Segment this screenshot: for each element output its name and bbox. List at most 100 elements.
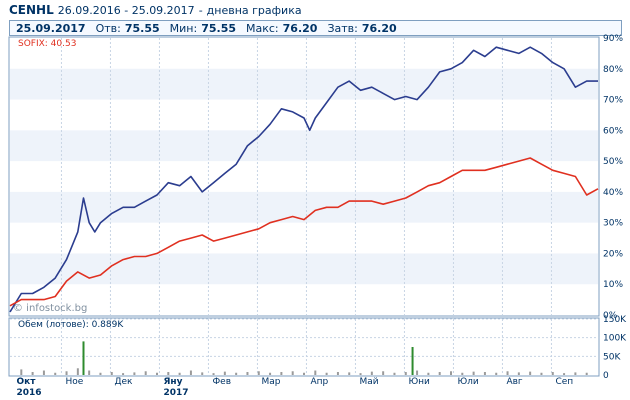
volume-bar bbox=[133, 372, 136, 375]
watermark: © infostock.bg bbox=[13, 303, 87, 314]
volume-bar bbox=[269, 372, 272, 375]
title-separator: - bbox=[198, 3, 203, 17]
high-value: 76.20 bbox=[282, 21, 318, 35]
month-tick-label: Мар bbox=[261, 377, 280, 387]
volume-bar bbox=[472, 371, 475, 375]
volume-bar bbox=[42, 370, 45, 375]
x-axis-ticks: Окт Ное Дек Яну Фев Мар Апр Май Юни Юли Авг Сеп 2016… bbox=[16, 377, 573, 398]
volume-bar bbox=[82, 341, 85, 375]
close-label: Затв: bbox=[327, 21, 358, 35]
volume-bar bbox=[303, 372, 305, 375]
y-tick-label: 20% bbox=[603, 249, 623, 259]
volume-bar bbox=[167, 372, 170, 375]
grid-band bbox=[10, 68, 598, 100]
volume-bar bbox=[88, 370, 91, 375]
volume-bar bbox=[65, 371, 68, 375]
month-tick-label: Юни bbox=[408, 377, 430, 387]
year-tick-label: 2017 bbox=[163, 388, 188, 398]
y-tick-label: 60% bbox=[603, 126, 623, 136]
month-tick-label: Дек bbox=[114, 377, 133, 387]
y-tick-label: 10% bbox=[603, 280, 623, 290]
period-range: 26.09.2016 - 25.09.2017 bbox=[57, 3, 195, 17]
month-tick-label: Фев bbox=[212, 377, 231, 387]
volume-bar bbox=[189, 370, 192, 375]
main-panel-frame bbox=[8, 36, 600, 317]
volume-bar bbox=[382, 371, 385, 375]
y-tick-label: 0% bbox=[603, 311, 618, 321]
title-bar: CENHL 26.09.2016 - 25.09.2017 - дневна г… bbox=[0, 0, 630, 20]
volume-bar bbox=[99, 372, 102, 375]
volume-bar bbox=[76, 368, 79, 375]
volume-bar bbox=[483, 372, 486, 375]
volume-bar bbox=[495, 372, 498, 375]
volume-bar bbox=[506, 371, 509, 375]
volume-bar bbox=[411, 347, 414, 375]
volume-bar bbox=[110, 372, 113, 375]
volume-bar bbox=[461, 372, 464, 375]
close-value: 76.20 bbox=[361, 21, 397, 35]
month-tick-label: Май bbox=[359, 377, 378, 387]
volume-bar bbox=[201, 372, 204, 375]
y-tick-label: 80% bbox=[603, 65, 623, 75]
y-tick-label: 30% bbox=[603, 219, 623, 229]
main-panel-bands bbox=[10, 68, 598, 285]
volume-bar bbox=[280, 372, 283, 375]
volume-bar bbox=[144, 371, 147, 375]
chart-kind: дневна графика bbox=[206, 3, 302, 17]
month-tick-label: Окт bbox=[16, 377, 36, 387]
volume-bar bbox=[517, 372, 520, 375]
volume-tick-label: 0 bbox=[603, 371, 609, 381]
grid-band bbox=[10, 191, 598, 223]
volume-bar bbox=[257, 371, 260, 375]
sofix-legend: SOFIX: 40.53 bbox=[18, 39, 76, 49]
low-value: 75.55 bbox=[201, 21, 236, 35]
y-axis-ticks: 0% 10% 20% 30% 40% 50% 60% 70% 80% 90% bbox=[603, 34, 623, 321]
open-label: Отв: bbox=[95, 21, 121, 35]
volume-tick-label: 50K bbox=[603, 352, 621, 362]
volume-bar bbox=[223, 371, 226, 375]
volume-panel-frame bbox=[8, 317, 600, 377]
y-tick-label: 70% bbox=[603, 96, 623, 106]
volume-bar bbox=[212, 373, 215, 375]
month-tick-label: Яну bbox=[163, 377, 182, 387]
grid-band bbox=[10, 130, 598, 162]
volume-bar bbox=[325, 372, 328, 375]
y-tick-label: 90% bbox=[603, 34, 623, 44]
volume-panel-grid bbox=[10, 318, 598, 375]
volume-bar bbox=[359, 373, 362, 375]
volume-bar bbox=[246, 372, 249, 375]
volume-label: Обем (лотове): 0.889K bbox=[18, 320, 124, 330]
volume-bar bbox=[235, 372, 238, 375]
y-tick-label: 40% bbox=[603, 188, 623, 198]
volume-tick-label: 100K bbox=[603, 334, 627, 344]
month-tick-label: Апр bbox=[310, 377, 328, 387]
quote-bar: 25.09.2017 Отв: 75.55 Мин: 75.55 Макс: 7… bbox=[9, 20, 622, 36]
volume-bar bbox=[450, 371, 452, 375]
volume-bar bbox=[529, 371, 532, 375]
month-tick-label: Ное bbox=[65, 377, 83, 387]
volume-bar bbox=[156, 372, 158, 375]
volume-bar bbox=[178, 372, 181, 375]
volume-bar bbox=[393, 372, 396, 375]
high-label: Макс: bbox=[246, 21, 279, 35]
quote-date: 25.09.2017 bbox=[16, 21, 86, 35]
volume-bars bbox=[20, 341, 588, 375]
volume-bar bbox=[122, 373, 125, 375]
volume-bar bbox=[31, 372, 34, 375]
volume-bar bbox=[404, 372, 407, 375]
year-tick-label: 2016 bbox=[16, 388, 41, 398]
volume-bar bbox=[291, 371, 294, 375]
series-line-cenhl bbox=[9, 46, 598, 313]
volume-bar bbox=[551, 372, 554, 375]
volume-bar bbox=[540, 372, 543, 375]
volume-bar bbox=[336, 372, 339, 375]
volume-axis-ticks: 0 50K 100K 150K bbox=[603, 315, 627, 381]
month-tick-label: Сеп bbox=[555, 377, 573, 387]
volume-bar bbox=[563, 373, 566, 375]
volume-bar bbox=[574, 372, 577, 375]
month-tick-label: Юли bbox=[457, 377, 478, 387]
series-lines bbox=[9, 46, 599, 313]
open-value: 75.55 bbox=[124, 21, 160, 35]
volume-bar bbox=[370, 371, 373, 375]
